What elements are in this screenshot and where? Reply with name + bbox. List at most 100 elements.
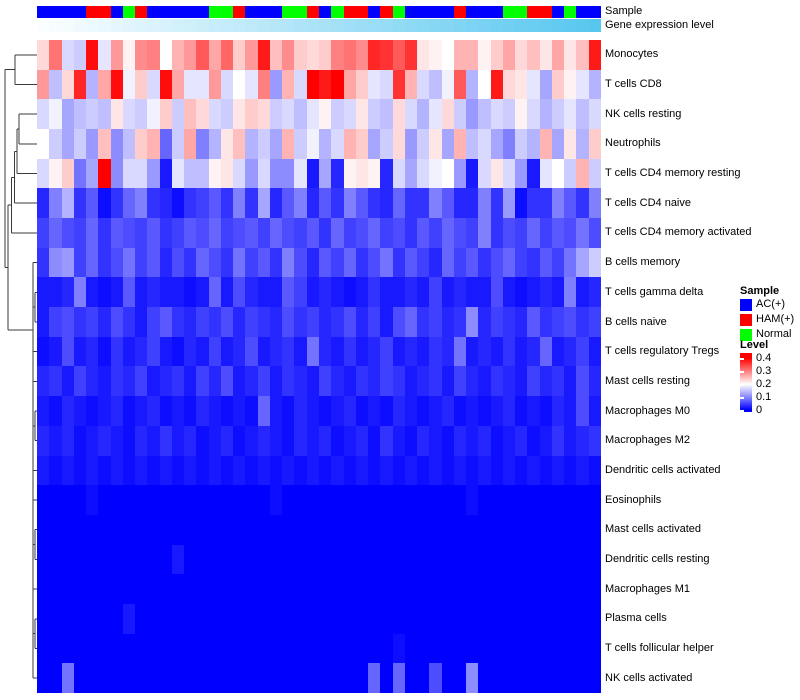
heatmap-cell [294,455,307,486]
row-labels: Monocytes T cells CD8 NK cells resting Neut… [605,40,795,693]
heatmap-cell [478,663,491,693]
heatmap-cell [466,188,479,219]
heatmap-cell [429,336,442,367]
heatmap-cell [61,455,74,486]
heatmap-cell [282,663,295,693]
gene-expression-cell [343,19,356,32]
heatmap-cell [478,99,491,130]
sample-annotation-cell [429,6,442,18]
heatmap-cell [355,396,369,426]
heatmap-cell [392,188,405,219]
heatmap-cell [478,544,491,575]
heatmap-cell [417,40,430,70]
heatmap-cell [564,40,577,70]
heatmap-cell [122,188,136,219]
heatmap-cell [551,129,565,159]
heatmap-cell [331,366,344,397]
heatmap-cell [343,277,356,308]
heatmap-cell [86,366,99,397]
heatmap-cell [441,574,454,604]
heatmap-cell [539,396,552,426]
heatmap-cell [576,514,589,545]
sample-annotation-cell [269,6,283,18]
ac-color-swatch [740,298,752,311]
heatmap-cell [282,396,295,426]
heatmap-cell [184,129,197,159]
heatmap-cell [429,99,442,130]
heatmap-cell [196,455,209,486]
sample-annotation-cell [551,6,565,18]
gene-expression-cell [490,19,503,32]
heatmap-cell [515,129,528,159]
heatmap-cell [159,574,172,604]
heatmap-cell [37,158,50,189]
heatmap-cell [380,40,393,70]
heatmap-cell [319,188,332,219]
heatmap-cell [257,574,270,604]
heatmap-cell [257,188,270,219]
heatmap-cell [171,99,185,130]
heatmap-cell [355,218,369,248]
heatmap-cell [441,40,454,70]
level-tick-label: 0.3 [756,365,772,377]
heatmap-cell [368,366,381,397]
heatmap-cell [147,633,160,664]
heatmap-cell [86,188,99,219]
heatmap-cell [73,129,87,159]
heatmap-cell [576,188,589,219]
heatmap-cell [527,485,540,515]
heatmap-cell [453,514,467,545]
heatmap-cell [269,485,283,515]
heatmap-cell [417,663,430,693]
heatmap-cell [282,425,295,456]
heatmap-cell [515,188,528,219]
heatmap-cell [147,603,160,634]
heatmap-cell [466,514,479,545]
heatmap-cell [306,455,319,486]
heatmap-cell [453,396,467,426]
sample-annotation-cell [61,6,74,18]
heatmap-cell [37,574,50,604]
heatmap-cell [368,603,381,634]
heatmap-cell [490,336,503,367]
heatmap-cell [208,485,221,515]
row-label: T cells follicular helper [605,642,714,655]
heatmap-cell [502,514,516,545]
heatmap-cell [37,277,50,308]
heatmap-cell [527,158,540,189]
heatmap-cell [306,396,319,426]
heatmap-cell [220,277,234,308]
heatmap-cell [294,574,307,604]
heatmap-cell [110,603,123,634]
heatmap-cell [49,544,62,575]
heatmap-cell [306,307,319,337]
heatmap-cell [257,603,270,634]
heatmap-cell [269,40,283,70]
heatmap-cell [159,396,172,426]
heatmap-cell [86,40,99,70]
heatmap-cell [61,158,74,189]
heatmap-cell [551,574,565,604]
heatmap-cell [417,129,430,159]
heatmap-cell [490,99,503,130]
heatmap-cell [564,485,577,515]
heatmap-cell [171,129,185,159]
heatmap-cell [564,425,577,456]
heatmap-cell [159,40,172,70]
heatmap-cell [282,307,295,337]
heatmap-cell [86,218,99,248]
heatmap-cell [110,396,123,426]
heatmap-cell [49,69,62,100]
heatmap-cell [73,366,87,397]
heatmap-cell [306,129,319,159]
heatmap-cell [429,188,442,219]
heatmap-cell [233,218,246,248]
heatmap-cell [98,129,111,159]
heatmap-cell [86,129,99,159]
heatmap-cell [294,514,307,545]
heatmap-cell [564,99,577,130]
heatmap-cell [135,336,148,367]
heatmap-cell [122,218,136,248]
heatmap-cell [380,366,393,397]
heatmap-cell [73,663,87,693]
